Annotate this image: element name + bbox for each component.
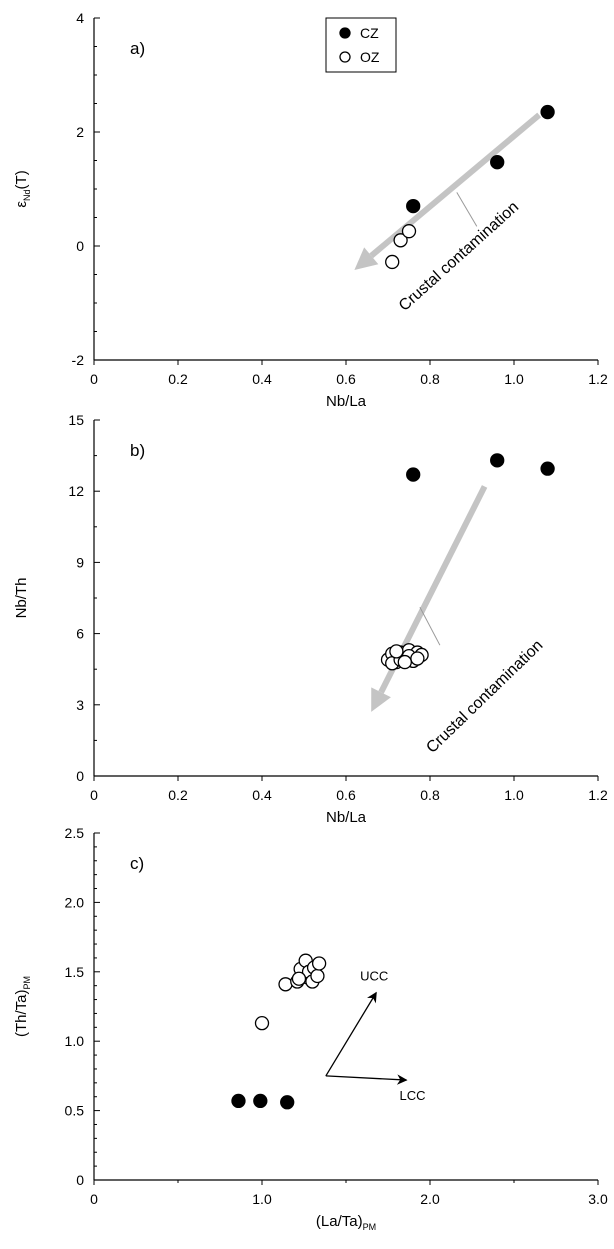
panel-label: c) — [130, 854, 144, 873]
annotation-leader — [456, 192, 478, 227]
vector-ucc — [325, 991, 377, 1077]
panel-label: a) — [130, 39, 145, 58]
point-oz — [291, 971, 307, 986]
legend-marker — [339, 51, 351, 63]
point-oz — [397, 654, 412, 670]
y-tick-label: 2 — [76, 124, 84, 140]
vector-label: LCC — [399, 1088, 425, 1103]
point-cz — [540, 461, 555, 476]
point-oz — [410, 651, 425, 666]
y-tick-label: 0 — [76, 768, 84, 784]
y-axis-label: εNd(T) — [13, 170, 32, 207]
y-axis-label: Nb/Th — [13, 578, 30, 619]
x-tick-label: 0.4 — [252, 371, 272, 387]
y-tick-label: 2.5 — [65, 825, 85, 841]
y-tick-label: 6 — [76, 626, 84, 642]
y-tick-label: 1.0 — [65, 1033, 85, 1049]
x-tick-label: 0.8 — [420, 371, 440, 387]
x-tick-label: 0 — [90, 787, 98, 803]
legend-label: OZ — [360, 49, 380, 65]
y-tick-label: 1.5 — [65, 964, 85, 980]
x-tick-label: 1.2 — [588, 371, 608, 387]
point-oz — [254, 1016, 270, 1031]
panel-a: 0 0.2 0.4 0.6 0.8 1.0 1.2-2024a)Nb/LaεNd(T)Cru… — [13, 10, 608, 410]
point-cz — [253, 1093, 268, 1109]
legend-label: CZ — [360, 25, 379, 41]
point-cz — [280, 1095, 295, 1110]
x-tick-label: 0.6 — [336, 787, 356, 803]
x-tick-label: 3.0 — [588, 1191, 608, 1207]
x-tick-label: 1.0 — [504, 371, 524, 387]
panel-c: 0 1.0 2.0 3.0 0 0.5 1.0 1.5 2.0 2.5 c) (La/Ta)PM (Th… — [13, 825, 608, 1232]
point-oz — [310, 968, 325, 984]
point-cz — [490, 453, 505, 468]
y-tick-label: 0.5 — [65, 1103, 85, 1119]
point-cz — [540, 104, 555, 120]
x-tick-label: 1.2 — [588, 787, 608, 803]
y-tick-label: 9 — [76, 554, 84, 570]
panel-label: b) — [130, 441, 145, 460]
point-oz — [389, 644, 404, 659]
vector-label: UCC — [360, 969, 388, 984]
x-tick-label: 0.8 — [420, 787, 440, 803]
contamination-arrow-head — [354, 247, 379, 270]
point-cz — [406, 198, 421, 214]
point-cz — [490, 155, 505, 170]
x-tick-label: 1.0 — [252, 1191, 272, 1207]
x-axis-label: Nb/La — [326, 393, 367, 410]
point-oz — [278, 977, 293, 992]
x-axis-label: (La/Ta)PM — [316, 1213, 376, 1232]
x-tick-label: 0 — [90, 371, 98, 387]
point-cz — [406, 467, 421, 482]
point-oz — [401, 224, 417, 239]
panel-b: 0 0.2 0.4 0.6 0.8 1.0 1.2 0 3 6 9 12 15 b) Nb/La Nb/Th C… — [13, 412, 608, 826]
y-tick-label: 4 — [76, 10, 84, 26]
point-oz — [393, 233, 408, 248]
x-tick-label: 0.2 — [168, 371, 188, 387]
contamination-arrow-shaft — [369, 112, 542, 259]
x-tick-label: 1.0 — [504, 787, 524, 803]
x-axis-label: Nb/La — [326, 809, 367, 826]
contamination-arrow-head — [371, 687, 391, 712]
legend-marker — [339, 27, 351, 39]
y-tick-label: -2 — [72, 352, 85, 368]
y-tick-label: 0 — [76, 1172, 84, 1188]
point-oz — [311, 956, 327, 971]
y-tick-label: 3 — [76, 697, 84, 713]
y-tick-label: 0 — [76, 238, 84, 254]
x-tick-label: 0.6 — [336, 371, 356, 387]
x-tick-label: 0 — [90, 1191, 98, 1207]
point-cz — [231, 1093, 246, 1109]
y-axis-label: (Th/Ta)PM — [13, 976, 32, 1037]
legend: CZ OZ — [325, 17, 397, 73]
y-tick-label: 15 — [68, 412, 84, 428]
vector-lcc — [325, 1074, 408, 1085]
point-oz — [385, 254, 400, 270]
x-tick-label: 2.0 — [420, 1191, 440, 1207]
y-tick-label: 2.0 — [65, 894, 85, 910]
annotation-label: Crustal contamination — [423, 637, 546, 757]
x-tick-label: 0.2 — [168, 787, 188, 803]
annotation-leader — [419, 606, 441, 646]
y-tick-label: 12 — [68, 483, 84, 499]
x-tick-label: 0.4 — [252, 787, 272, 803]
